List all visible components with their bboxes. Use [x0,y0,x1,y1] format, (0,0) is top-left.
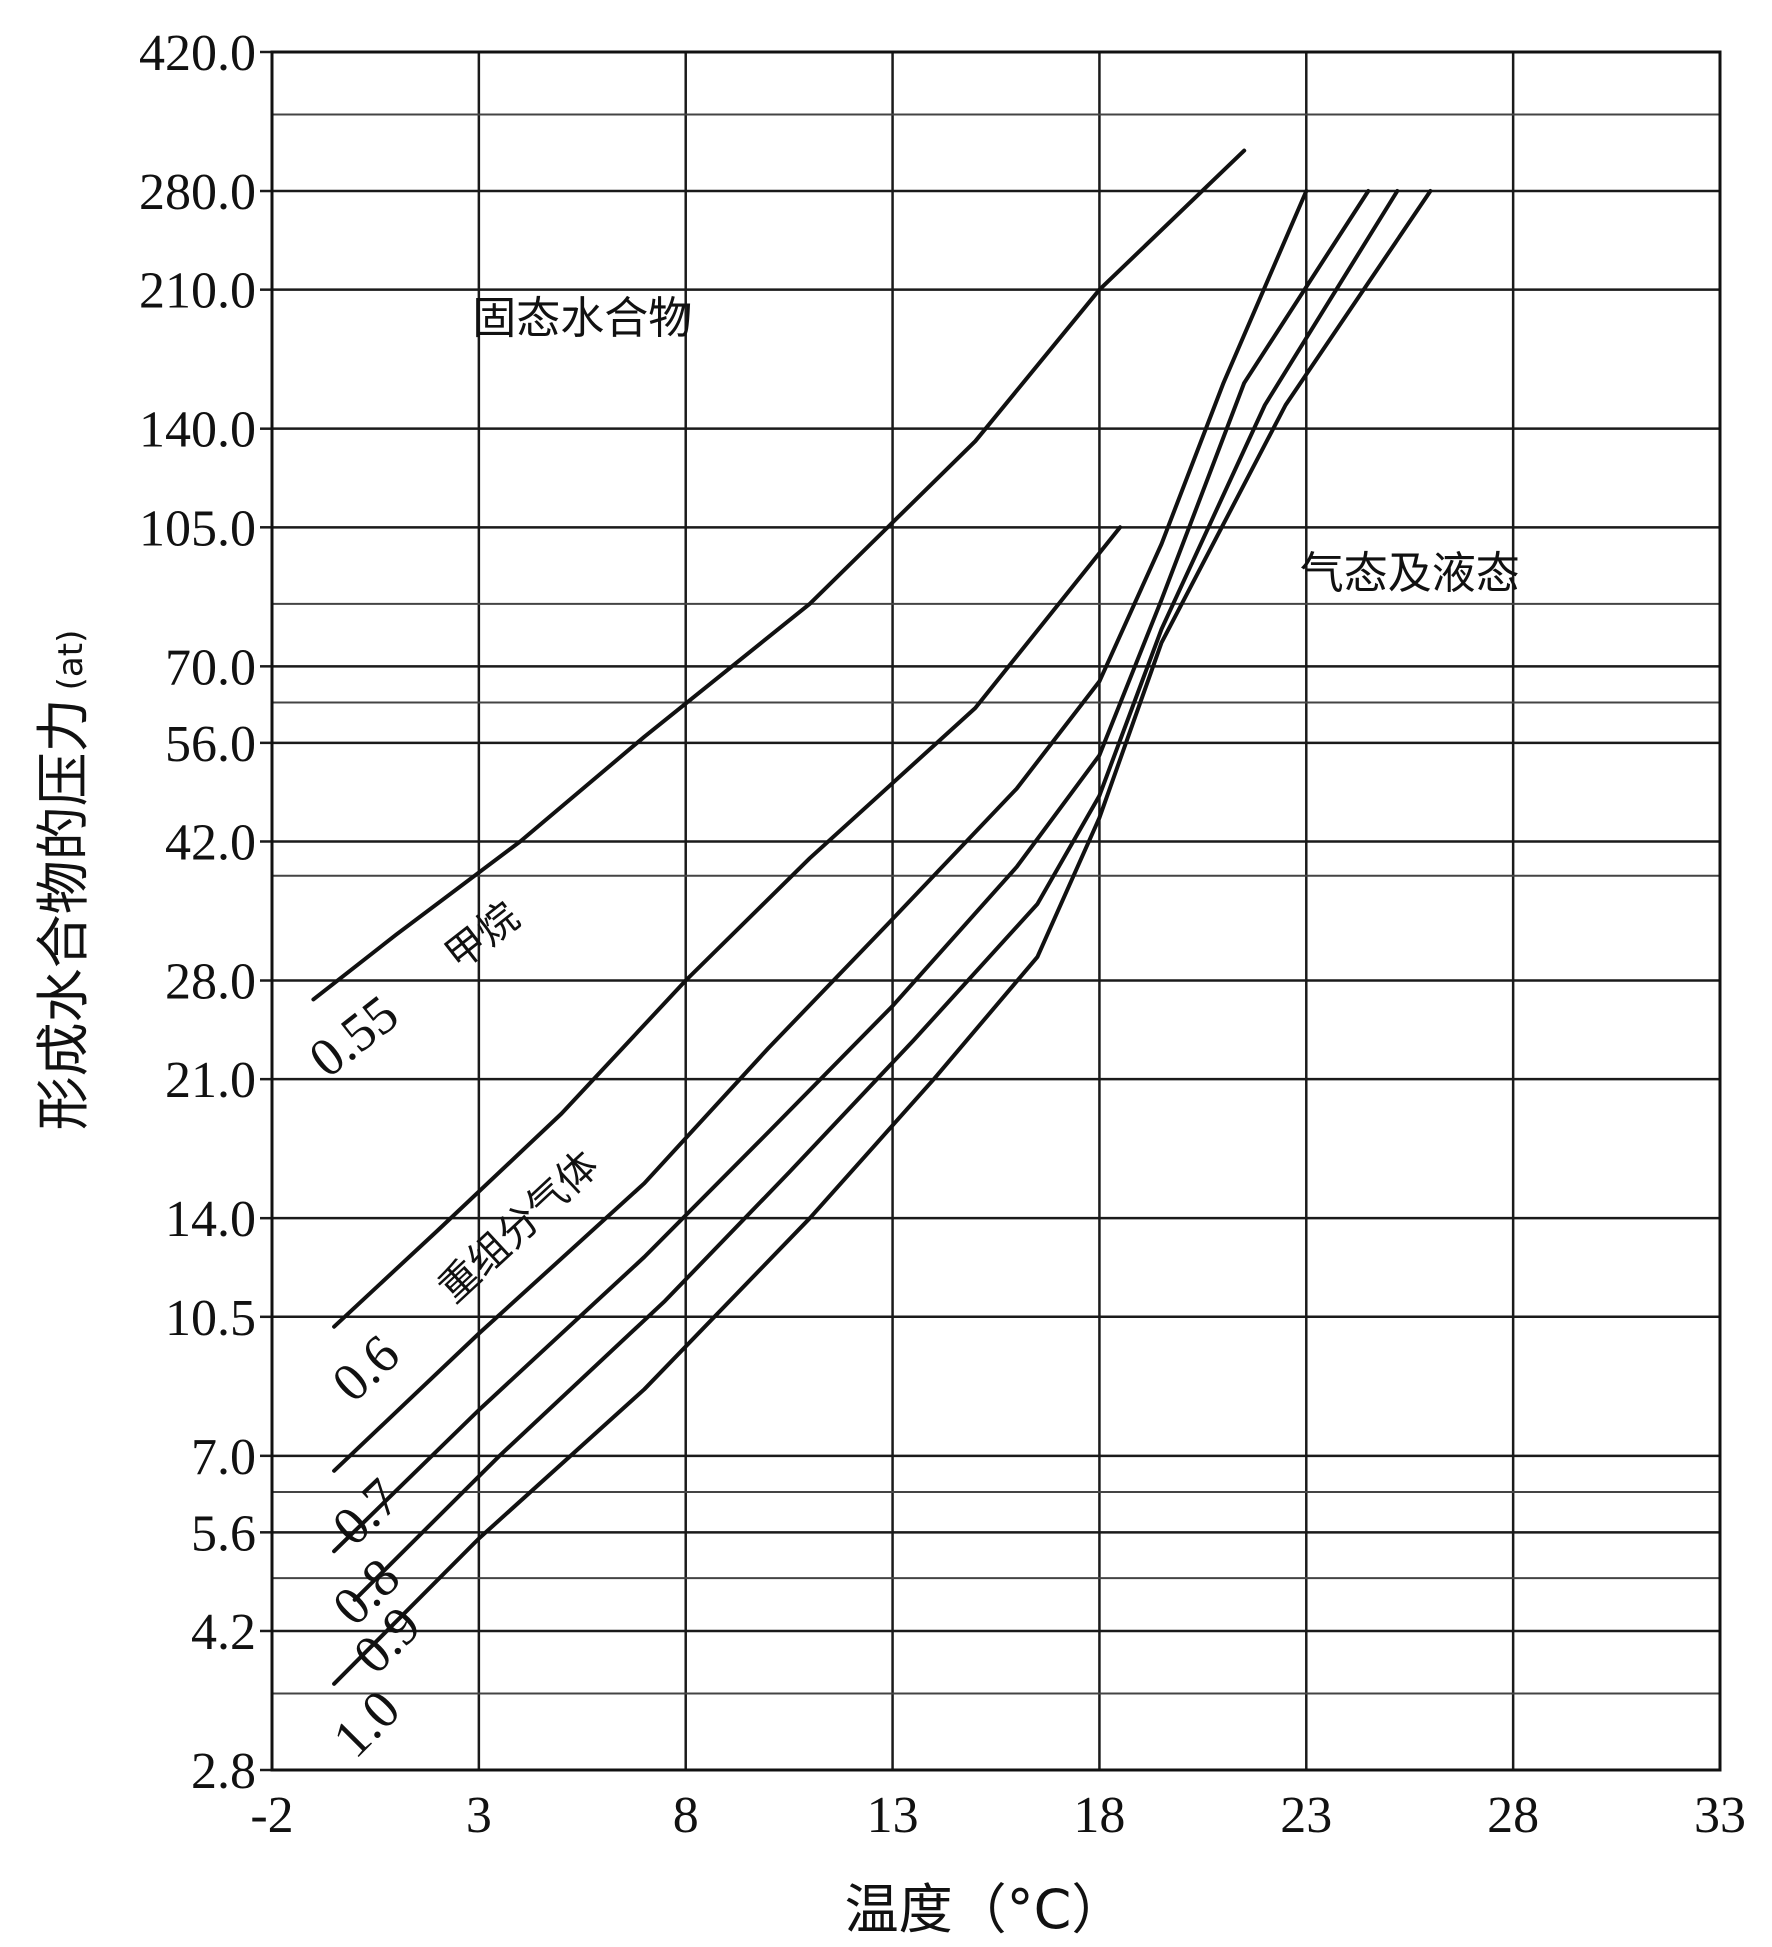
x-tick-label: 18 [1073,1787,1125,1844]
series-line-0.55 [311,148,1247,1002]
y-axis-unit: (at) [51,630,91,691]
y-tick-label: 21.0 [165,1052,256,1109]
series-line-1.0 [332,189,1433,1686]
series-label-group: 1.0 [321,1679,411,1769]
region-label: 气态及液态 [1300,548,1520,599]
series-lines [311,148,1433,1686]
y-tick-label: 56.0 [165,716,256,773]
y-axis-title-group: 形成水合物的压力 (at) [32,630,95,1131]
series-note: 甲烷 [437,894,528,980]
y-tick-label: 105.0 [139,500,256,557]
y-tick-label: 5.6 [191,1505,256,1562]
series-line-0.9 [352,189,1400,1602]
x-tick-label: 13 [867,1787,919,1844]
y-tick-label: 70.0 [165,639,256,696]
series-line-0.7 [332,189,1309,1473]
series-line-0.6 [332,525,1123,1329]
x-tick-label: 33 [1694,1787,1746,1844]
y-tick-label: 28.0 [165,954,256,1011]
x-tick-label: 8 [673,1787,699,1844]
y-tick-label: 42.0 [165,814,256,871]
plot-frame [270,50,1722,1772]
y-tick-label: 420.0 [139,25,256,82]
tick-labels: -2 3 8 13 18 23 28 33 2.8 4.2 5.6 7.0 10.5 14.0 21.0 28… [139,25,1746,1844]
y-tick-label: 4.2 [191,1604,256,1661]
x-axis-title: 温度（°C） [845,1878,1126,1941]
x-tick-label: -2 [250,1787,293,1844]
series-label-group: 0.7 [321,1467,411,1557]
series-line-0.8 [332,189,1371,1554]
y-tick-label: 2.8 [191,1743,256,1800]
y-tick-label: 280.0 [139,164,256,221]
x-tick-label: 23 [1280,1787,1332,1844]
y-tick-label: 210.0 [139,263,256,320]
y-tick-label: 14.0 [165,1191,256,1248]
x-tick-label: 28 [1487,1787,1539,1844]
series-label-0.6: 0.6 [320,1323,410,1413]
y-tick-label: 140.0 [139,402,256,459]
series-label-0.7: 0.7 [321,1467,411,1557]
series-label-1.0: 1.0 [321,1679,411,1769]
y-axis-title: 形成水合物的压力 (at) [32,630,95,1131]
y-tick-label: 10.5 [165,1290,256,1347]
x-tick-label: 3 [466,1787,492,1844]
y-axis-title-text: 形成水合物的压力 [32,698,95,1130]
series-note: 重组分气体 [430,1142,608,1312]
region-label: 固态水合物 [472,293,692,344]
y-tick-label: 7.0 [191,1429,256,1486]
